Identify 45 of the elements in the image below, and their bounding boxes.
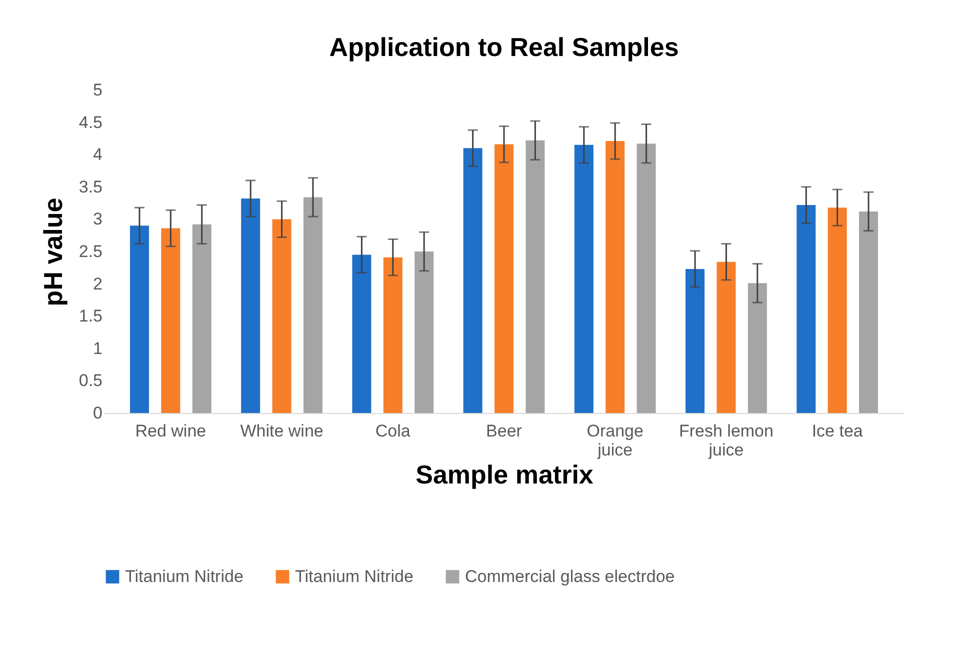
x-tick-label: Ice tea: [812, 422, 864, 440]
x-axis-title: Sample matrix: [416, 460, 594, 490]
bar: [383, 257, 402, 413]
legend-label: Titanium Nitride: [295, 566, 414, 586]
bar: [272, 219, 292, 413]
bar: [796, 204, 816, 413]
x-tick-label: Orange juice: [586, 422, 644, 460]
y-tick-label: 1.5: [78, 306, 102, 326]
bar: [686, 268, 705, 413]
y-tick-label: 3: [93, 210, 102, 229]
y-tick-label: 3.5: [78, 177, 102, 196]
y-tick-label: 1: [93, 338, 102, 358]
bar: [241, 198, 260, 413]
y-axis-title: pH value: [38, 198, 68, 306]
bar: [192, 224, 212, 413]
legend-label: Commercial glass electrdoe: [465, 566, 675, 586]
bar: [463, 148, 482, 413]
y-tick-label: 0: [93, 404, 102, 422]
bar: [828, 208, 847, 413]
bar: [414, 252, 434, 413]
y-tick-label: 2: [93, 274, 102, 294]
y-tick-label: 4.5: [78, 112, 102, 132]
bar: [716, 262, 736, 413]
bar: [303, 197, 322, 413]
bar: [748, 283, 767, 413]
y-tick-label: 5: [93, 80, 102, 100]
chart-title: Application to Real Samples: [329, 32, 679, 62]
legend-label: Titanium Nitride: [125, 566, 244, 586]
y-tick-label: 4: [93, 145, 102, 164]
bar: [352, 254, 372, 413]
y-tick-label: 0.5: [78, 371, 102, 390]
x-tick-label: Beer: [486, 422, 522, 440]
bar: [574, 144, 594, 413]
bar: [494, 144, 514, 413]
y-tick-label: 2.5: [78, 242, 102, 261]
bar: [636, 144, 656, 413]
x-tick-label: Cola: [375, 422, 411, 440]
bar: [130, 226, 149, 413]
bar: [859, 211, 878, 413]
bar: [606, 141, 625, 413]
x-tick-label: White wine: [240, 422, 324, 440]
x-tick-label: Fresh lemon juice: [678, 422, 774, 460]
bar: [526, 140, 545, 413]
x-tick-label: Red wine: [135, 422, 206, 440]
bar: [161, 228, 180, 413]
